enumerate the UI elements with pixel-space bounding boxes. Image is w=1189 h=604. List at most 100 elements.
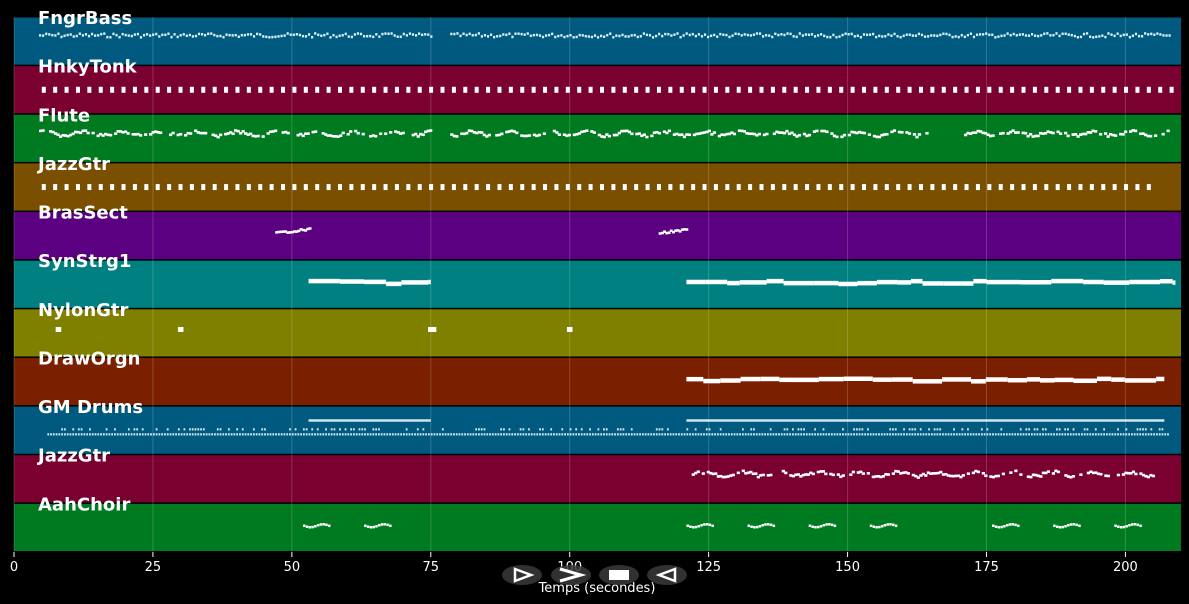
note [94,433,97,436]
note [1085,32,1089,35]
note [547,433,550,436]
note [658,433,661,436]
note [179,132,183,136]
note [826,35,829,39]
note [356,131,360,135]
note [839,475,843,479]
note [656,86,661,93]
track-band [14,455,1181,503]
note [164,33,167,37]
note [989,433,992,436]
forward-button[interactable] [551,565,591,585]
note [1049,34,1052,37]
note [1028,428,1030,431]
note [478,433,480,436]
note [799,475,803,478]
note [675,433,678,436]
note [419,132,423,136]
note [111,433,114,436]
note [441,428,444,431]
note [976,470,980,474]
note [440,86,445,93]
note [719,474,723,478]
rewind-button[interactable] [647,565,687,585]
note [902,34,905,38]
note [1049,131,1053,134]
note [645,135,649,139]
note [194,129,198,133]
note [828,523,831,526]
note [1149,134,1153,138]
note [1136,523,1140,527]
note [583,433,586,436]
note [155,32,158,36]
note [687,133,692,137]
note [371,134,375,137]
note [522,134,526,138]
note [363,279,387,285]
note [397,433,400,436]
note [131,133,135,136]
x-axis-title: Temps (secondes) [538,581,656,596]
note [517,32,520,35]
note [396,131,400,134]
note [616,433,619,436]
note [761,473,765,477]
note [1144,32,1147,35]
note [901,471,905,475]
note [851,470,855,474]
note [764,523,767,526]
note [801,34,804,37]
note [1067,33,1070,36]
note [768,34,771,37]
note [682,34,685,37]
note [1139,524,1142,528]
note [894,428,897,431]
note [996,474,1000,478]
note [185,34,188,38]
note [389,524,392,528]
note [862,131,867,135]
note [1150,428,1153,431]
note [1029,475,1033,479]
note [896,34,899,38]
forward-icon [559,567,587,583]
note [500,433,503,436]
note [766,278,784,284]
note [94,34,97,37]
note [1104,35,1107,39]
note [577,132,581,135]
note [1000,525,1003,529]
note [142,33,146,37]
note [947,433,950,436]
note [700,523,703,527]
note [266,433,269,436]
note [953,428,955,431]
note [114,132,118,135]
note [862,33,866,36]
note [317,33,320,37]
note [778,433,780,436]
note [630,34,633,37]
note [508,86,513,93]
play-button[interactable] [502,565,542,585]
track-labels: FngrBassHnkyTonkFluteJazzGtrBrasSectSynS… [36,8,143,515]
note [127,34,130,37]
note [705,130,709,134]
note [867,428,869,431]
note [736,184,741,191]
note [640,134,644,138]
note [725,433,728,436]
playback-controls [502,565,687,585]
note [1055,32,1058,35]
note [189,86,194,93]
stop-button[interactable] [599,565,639,585]
note [1114,433,1117,436]
note [54,34,57,37]
note [338,34,341,38]
note [252,428,255,431]
note [874,475,878,478]
note [89,433,91,436]
note [1019,433,1022,436]
note [565,134,569,138]
